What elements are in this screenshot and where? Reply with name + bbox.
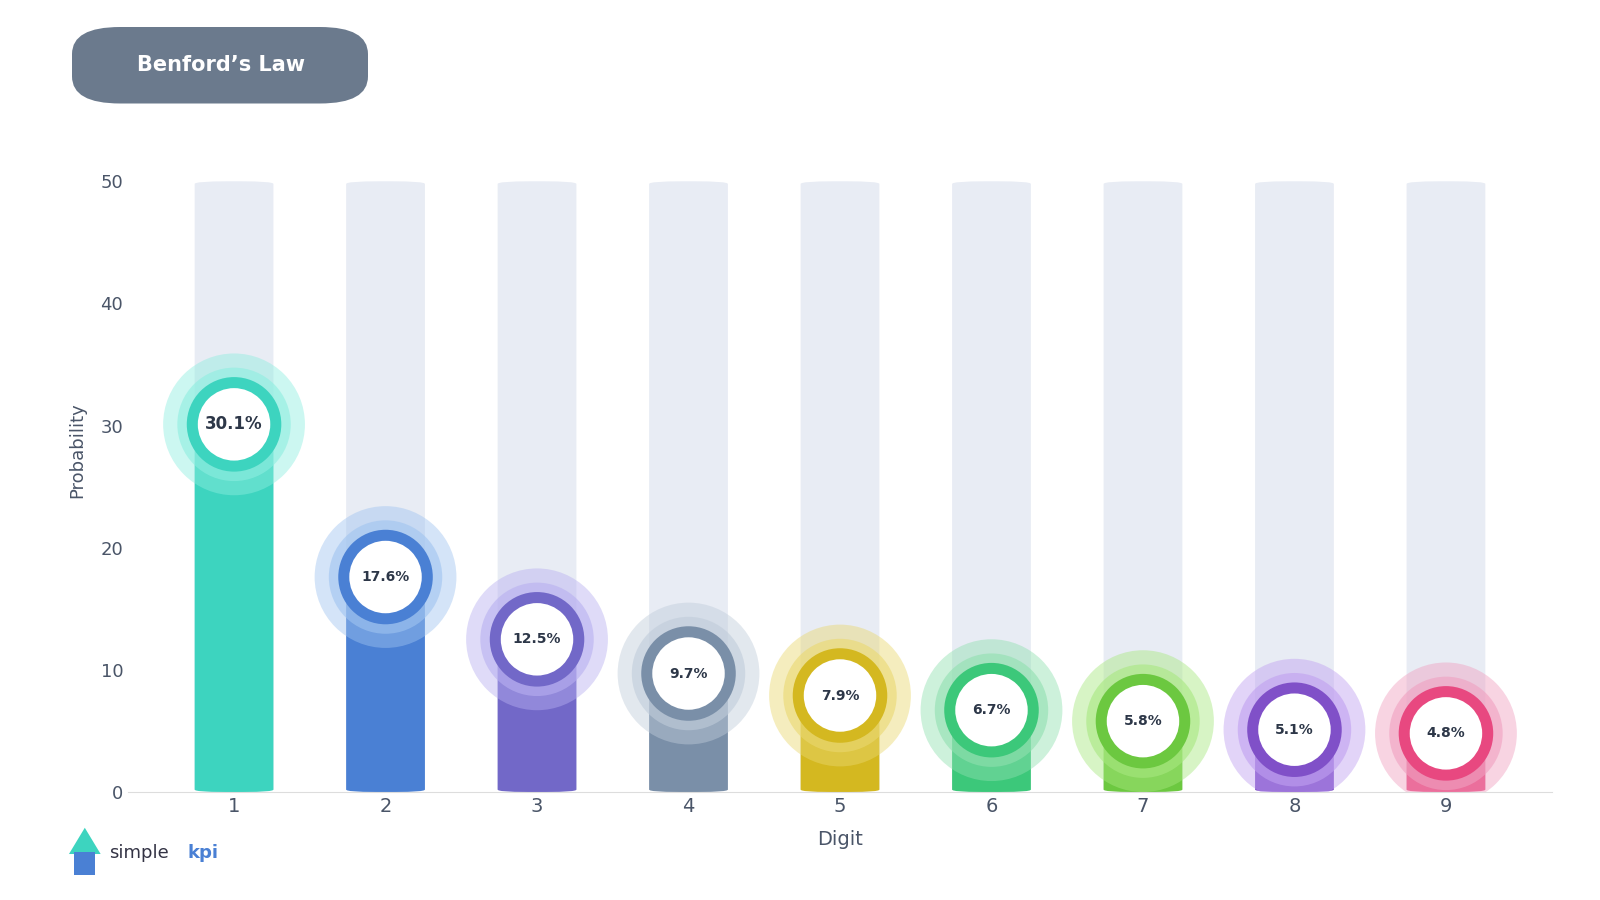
Ellipse shape [330,520,442,634]
Bar [74,852,96,875]
Ellipse shape [480,582,594,696]
Ellipse shape [944,663,1038,758]
Ellipse shape [934,653,1048,767]
Ellipse shape [163,354,306,495]
Ellipse shape [349,541,422,613]
Ellipse shape [1224,659,1365,801]
Ellipse shape [501,603,573,676]
Text: kpi: kpi [187,844,218,862]
X-axis label: Digit: Digit [818,830,862,849]
Ellipse shape [1238,673,1350,787]
Ellipse shape [198,388,270,461]
FancyBboxPatch shape [346,181,426,792]
Ellipse shape [1398,686,1493,780]
Ellipse shape [955,674,1027,746]
FancyBboxPatch shape [498,639,576,792]
Text: 6.7%: 6.7% [973,703,1011,717]
Ellipse shape [792,648,888,742]
FancyBboxPatch shape [1104,721,1182,792]
Ellipse shape [784,639,896,752]
FancyBboxPatch shape [346,577,426,792]
FancyBboxPatch shape [195,181,274,792]
FancyBboxPatch shape [650,181,728,792]
Text: 7.9%: 7.9% [821,688,859,703]
Ellipse shape [1374,662,1517,805]
FancyBboxPatch shape [498,181,576,792]
Ellipse shape [178,367,291,482]
FancyBboxPatch shape [800,696,880,792]
Ellipse shape [642,626,736,721]
Ellipse shape [1410,698,1482,770]
Ellipse shape [1086,664,1200,778]
FancyBboxPatch shape [1104,181,1182,792]
Text: 12.5%: 12.5% [512,633,562,646]
Text: 9.7%: 9.7% [669,667,707,680]
Text: 5.1%: 5.1% [1275,723,1314,737]
Ellipse shape [653,637,725,710]
Ellipse shape [1096,674,1190,769]
Text: simple: simple [109,844,168,862]
Text: 30.1%: 30.1% [205,416,262,434]
Ellipse shape [1072,651,1214,792]
Ellipse shape [920,639,1062,781]
FancyBboxPatch shape [1406,181,1485,792]
Ellipse shape [1107,685,1179,758]
Ellipse shape [187,377,282,472]
Ellipse shape [1248,682,1342,777]
FancyBboxPatch shape [650,673,728,792]
Ellipse shape [1389,677,1502,790]
Text: 4.8%: 4.8% [1427,726,1466,741]
Ellipse shape [466,569,608,710]
FancyBboxPatch shape [195,425,274,792]
Ellipse shape [770,625,910,767]
FancyBboxPatch shape [1254,730,1334,792]
Y-axis label: Probability: Probability [69,402,86,498]
Ellipse shape [315,506,456,648]
FancyBboxPatch shape [1406,734,1485,792]
FancyBboxPatch shape [952,181,1030,792]
FancyBboxPatch shape [952,710,1030,792]
FancyBboxPatch shape [1254,181,1334,792]
Text: 17.6%: 17.6% [362,570,410,584]
FancyBboxPatch shape [800,181,880,792]
Ellipse shape [803,660,877,732]
Text: Benford’s Law: Benford’s Law [138,55,304,75]
Ellipse shape [618,603,760,744]
Ellipse shape [338,530,432,625]
Ellipse shape [1258,694,1331,766]
Polygon shape [69,828,101,854]
Ellipse shape [632,616,746,730]
Text: 5.8%: 5.8% [1123,715,1162,728]
Ellipse shape [490,592,584,687]
